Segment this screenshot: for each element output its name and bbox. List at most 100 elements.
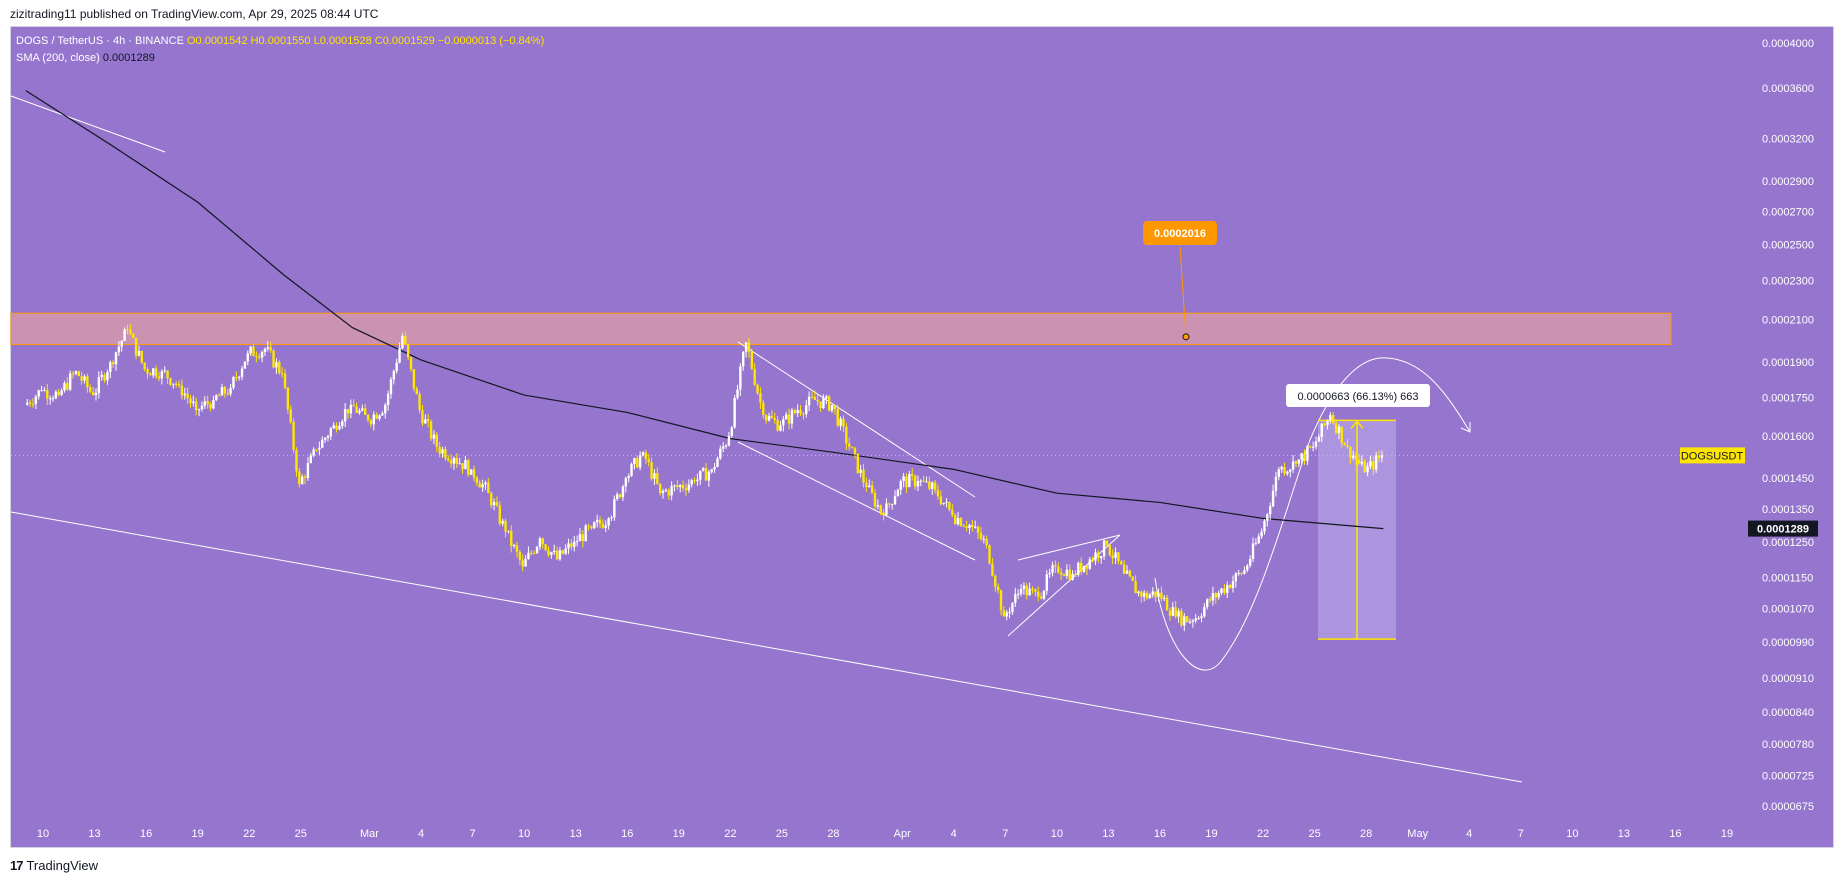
- candle-body: [1088, 559, 1091, 569]
- time-tick-label: 10: [1566, 828, 1578, 840]
- candle-body: [444, 449, 447, 459]
- candle-body: [1016, 593, 1020, 595]
- resistance-zone: [10, 312, 1672, 346]
- price-tick-label: 0.0002900: [1762, 176, 1814, 188]
- candle-body: [172, 383, 175, 385]
- candle-body: [1303, 453, 1306, 461]
- candle-body: [1120, 561, 1123, 565]
- candle-body: [129, 329, 132, 334]
- candle-body: [833, 404, 837, 409]
- candle-body: [550, 552, 553, 555]
- legend-sma-label: SMA (200, close): [16, 52, 100, 64]
- candle-body: [524, 559, 527, 567]
- candle-body: [888, 503, 891, 505]
- candle-body: [530, 552, 533, 554]
- footer-brand[interactable]: TradingView: [26, 858, 99, 873]
- candle-body: [922, 480, 925, 482]
- time-tick-label: 28: [1360, 828, 1372, 840]
- candle-body: [999, 590, 1003, 611]
- candle-body: [286, 387, 290, 410]
- candle-body: [306, 463, 310, 478]
- candle-body: [395, 362, 398, 371]
- candle-body: [1077, 562, 1080, 576]
- candle-body: [229, 387, 232, 394]
- time-tick-label: 7: [1002, 828, 1008, 840]
- candle-body: [106, 371, 109, 381]
- candle-body: [48, 398, 52, 400]
- candle-body: [604, 525, 607, 528]
- candle-body: [378, 415, 381, 419]
- legend-low: L0.0001528: [313, 35, 372, 47]
- legend-sma: SMA (200, close) 0.0001289: [16, 52, 155, 64]
- candle-body: [1105, 540, 1109, 546]
- candle-body: [819, 401, 822, 409]
- candle-body: [1157, 592, 1160, 597]
- candle-body: [1163, 597, 1166, 599]
- candle-body: [667, 490, 670, 496]
- symbol-tag: DOGSUSDT: [1681, 450, 1744, 462]
- candle-body: [633, 458, 636, 464]
- candle-body: [908, 473, 911, 488]
- candle-body: [203, 401, 207, 406]
- candle-body: [498, 505, 501, 524]
- candle-body: [1223, 588, 1226, 593]
- candle-body: [1048, 572, 1051, 575]
- candle-body: [747, 342, 751, 352]
- time-tick-label: 13: [1618, 828, 1630, 840]
- time-axis: 10 13 16 19 22 25 Mar 4 7 10 13 16 19 22 25 28 Apr 4 7 10 13…: [37, 828, 1733, 840]
- candle-body: [931, 482, 934, 489]
- candle-body: [1128, 570, 1132, 577]
- price-tick-label: 0.0000675: [1762, 801, 1814, 813]
- time-tick-label: 7: [1518, 828, 1524, 840]
- candle-body: [329, 428, 333, 437]
- candle-body: [137, 350, 141, 356]
- price-tick-label: 0.0003600: [1762, 83, 1814, 95]
- candle-body: [1042, 590, 1046, 599]
- sma-tag: 0.0001289: [1757, 524, 1809, 536]
- candle-body: [384, 404, 387, 414]
- candle-body: [1346, 445, 1349, 447]
- candle-body: [235, 377, 238, 379]
- candle-body: [226, 393, 229, 395]
- candle-body: [358, 410, 361, 413]
- candle-body: [1008, 611, 1011, 613]
- sma-line: [25, 90, 1384, 530]
- candle-body: [249, 346, 252, 354]
- candle-body: [1168, 610, 1172, 616]
- legend-open: O0.0001542: [186, 35, 248, 47]
- candle-body: [1306, 446, 1309, 461]
- candle-body: [432, 434, 436, 439]
- candle-body: [650, 461, 653, 479]
- wedge-lower-line: [737, 441, 976, 561]
- price-tick-label: 0.0001150: [1762, 573, 1813, 585]
- candle-body: [1011, 602, 1014, 612]
- candle-body: [341, 421, 344, 427]
- candle-body: [1243, 570, 1246, 574]
- candle-body: [346, 409, 350, 414]
- candle-body: [805, 405, 808, 414]
- time-tick-label: 10: [37, 828, 49, 840]
- candle-body: [57, 391, 60, 396]
- footer: 17 TradingView: [10, 858, 98, 873]
- candle-body: [913, 475, 917, 487]
- measure-tool: [1318, 419, 1396, 640]
- legend-sma-value: 0.0001289: [102, 52, 155, 64]
- price-tick-label: 0.0000910: [1762, 673, 1814, 685]
- candle-body: [807, 396, 811, 406]
- candle-body: [1300, 453, 1303, 460]
- candle-body: [759, 393, 762, 403]
- price-tick-label: 0.0001070: [1762, 603, 1814, 615]
- candle-body: [1320, 423, 1323, 437]
- candle-body: [613, 499, 616, 518]
- candle-body: [581, 534, 585, 542]
- candle-body: [1363, 461, 1366, 473]
- candle-body: [63, 383, 66, 391]
- candle-body: [976, 526, 980, 533]
- candle-body: [1334, 423, 1338, 434]
- price-tick-label: 0.0001350: [1762, 504, 1814, 516]
- candle-body: [885, 503, 888, 516]
- lower-trendline: [10, 511, 1523, 783]
- price-tick-label: 0.0001450: [1762, 473, 1814, 485]
- candle-body: [123, 329, 126, 341]
- chart-canvas[interactable]: 0.0004000 0.0003600 0.0003200 0.0002900 0.00…: [0, 0, 1835, 850]
